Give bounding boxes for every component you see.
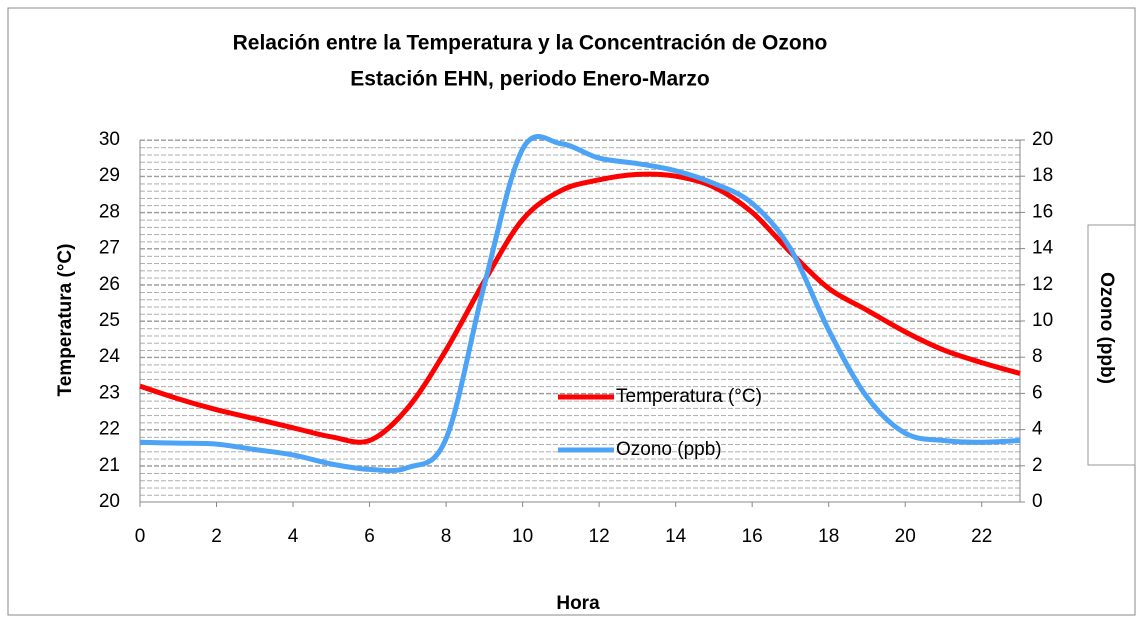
series-line	[139, 134, 1021, 474]
y2-tick-label: 18	[1032, 165, 1053, 186]
y2-tick-label: 2	[1032, 455, 1043, 476]
x-axis-label: Hora	[556, 593, 600, 614]
x-tick-label: 18	[818, 526, 839, 547]
x-tick-label: 4	[288, 526, 299, 547]
chart-subtitle: Estación EHN, periodo Enero-Marzo	[350, 68, 709, 91]
y2-tick-label: 20	[1032, 129, 1053, 150]
x-tick-label: 14	[665, 526, 687, 547]
y2-tick-label: 12	[1032, 274, 1053, 295]
x-tick-label: 0	[135, 526, 146, 547]
y-tick-label: 20	[99, 491, 120, 512]
chart-title: Relación entre la Temperatura y la Conce…	[233, 32, 828, 55]
series-line	[139, 171, 1021, 445]
x-tick-label: 22	[971, 526, 992, 547]
x-tick-label: 20	[895, 526, 916, 547]
x-tick-label: 10	[512, 526, 533, 547]
y-tick-label: 25	[99, 310, 120, 331]
y-tick-label: 26	[99, 274, 120, 295]
y2-tick-label: 8	[1032, 346, 1043, 367]
x-tick-label: 2	[211, 526, 222, 547]
y2-tick-label: 0	[1032, 491, 1043, 512]
x-tick-label: 16	[742, 526, 763, 547]
x-tick-label: 12	[589, 526, 610, 547]
y2-axis-label: Ozono (ppb)	[1096, 272, 1117, 384]
y-axis-label: Temperatura (°C)	[55, 244, 76, 397]
y2-tick-label: 6	[1032, 382, 1043, 403]
y-tick-label: 27	[99, 238, 120, 259]
x-tick-label: 6	[364, 526, 375, 547]
legend-label: Ozono (ppb)	[616, 439, 722, 460]
y2-tick-label: 16	[1032, 201, 1053, 222]
legend-label: Temperatura (°C)	[616, 386, 762, 407]
y-tick-label: 30	[99, 129, 120, 150]
y-tick-label: 22	[99, 419, 120, 440]
y-tick-label: 29	[99, 165, 120, 186]
y-tick-label: 23	[99, 382, 120, 403]
y-tick-label: 28	[99, 201, 120, 222]
y2-label-box	[1087, 224, 1136, 466]
y2-tick-label: 4	[1032, 419, 1043, 440]
x-tick-label: 8	[441, 526, 452, 547]
y2-tick-label: 10	[1032, 310, 1053, 331]
y-tick-label: 21	[99, 455, 120, 476]
y-tick-label: 24	[99, 346, 121, 367]
y2-tick-label: 14	[1032, 238, 1054, 259]
minor-grid	[140, 140, 1020, 502]
